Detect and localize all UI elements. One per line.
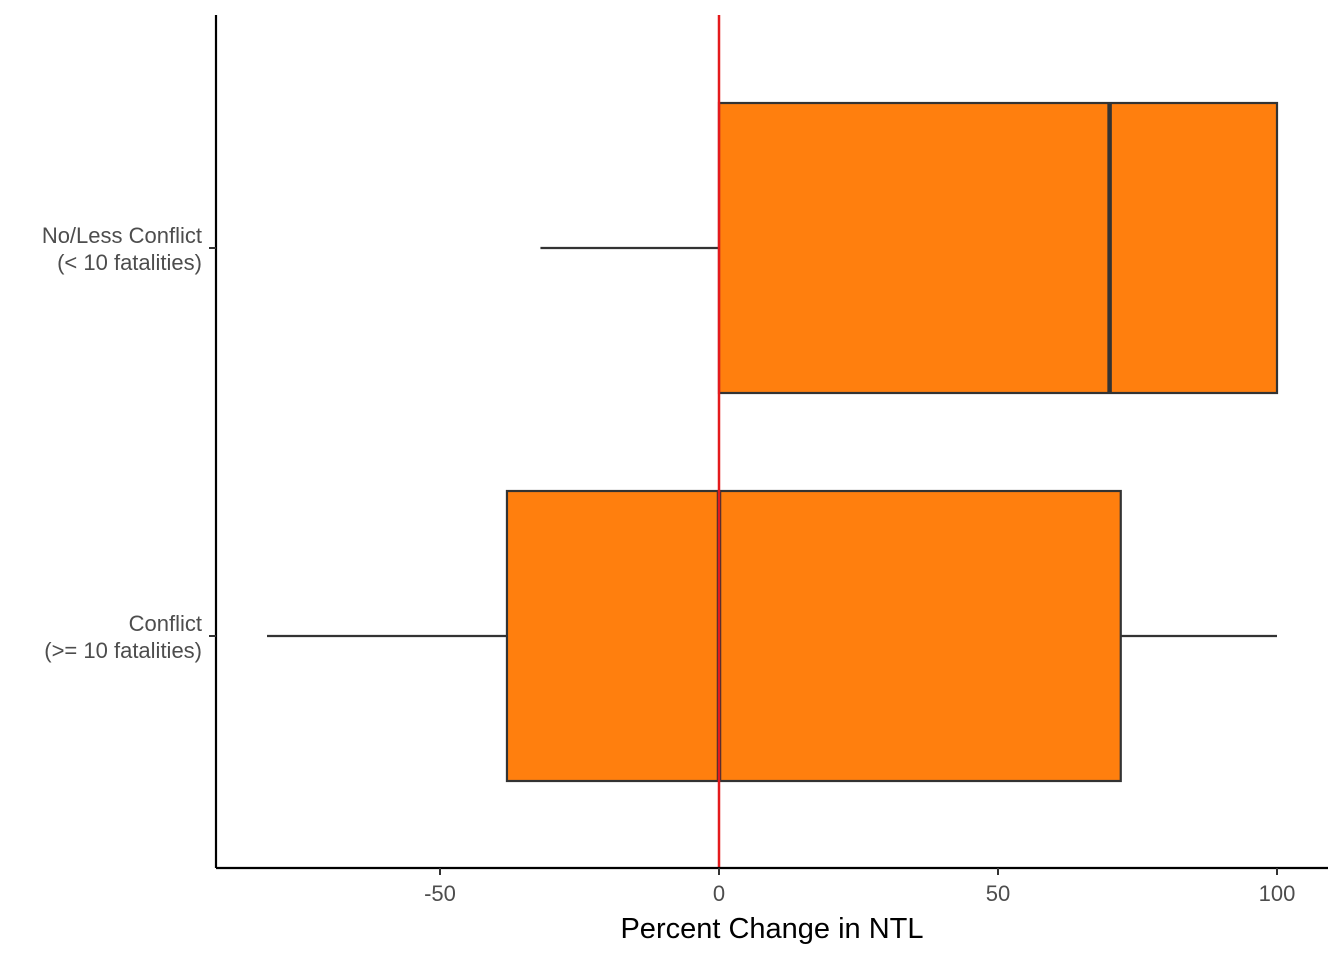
x-tick-label: 100	[1259, 881, 1296, 906]
y-tick-label-line: (< 10 fatalities)	[57, 250, 202, 275]
x-tick-label: 0	[713, 881, 725, 906]
x-axis-title: Percent Change in NTL	[620, 913, 923, 945]
y-tick-label-line: (>= 10 fatalities)	[44, 638, 202, 663]
box-group	[267, 489, 1277, 783]
y-tick-label: No/Less Conflict (< 10 fatalities)	[42, 223, 202, 275]
y-tick-label-line: Conflict	[129, 611, 202, 636]
boxes-layer	[267, 101, 1279, 783]
box-iqr	[717, 101, 1279, 395]
box-iqr	[505, 489, 1122, 783]
x-tick-label: -50	[424, 881, 456, 906]
y-tick-label-line: No/Less Conflict	[42, 223, 202, 248]
box-group	[540, 101, 1279, 395]
x-tick-label: 50	[986, 881, 1010, 906]
y-tick-label: Conflict (>= 10 fatalities)	[44, 611, 202, 663]
axes-layer: -50 0 50 100 No/Less Conflict (< 10 fatalitie…	[42, 15, 1328, 906]
